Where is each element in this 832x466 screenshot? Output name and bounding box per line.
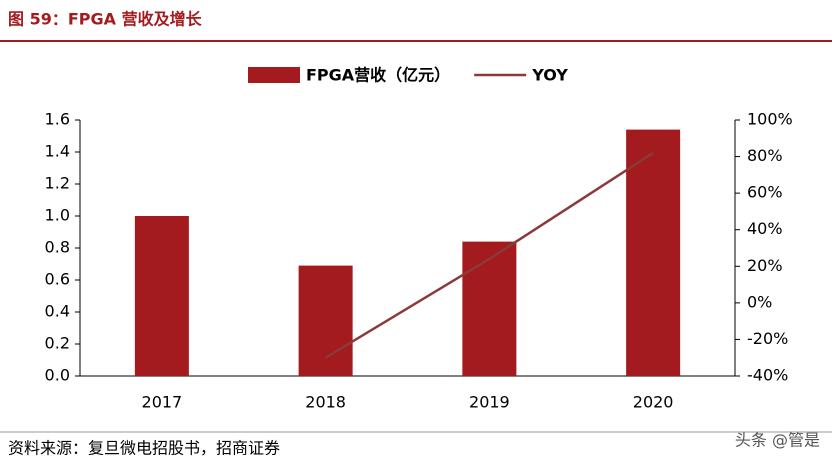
bar	[298, 265, 353, 376]
y-tick-label: 0.2	[45, 334, 70, 353]
y2-tick-label: 60%	[747, 183, 783, 202]
y-tick-label: 0.6	[45, 270, 70, 289]
legend-label: FPGA营收（亿元）	[306, 66, 450, 85]
legend-label: YOY	[531, 66, 568, 85]
y2-tick-label: 0%	[747, 292, 772, 311]
bar	[134, 216, 189, 376]
x-tick-label: 2018	[305, 393, 346, 412]
y-tick-label: 1.0	[45, 206, 70, 225]
x-tick-label: 2019	[469, 393, 510, 412]
y2-tick-label: -40%	[747, 366, 788, 385]
bar	[462, 241, 517, 376]
y-tick-label: 0.8	[45, 238, 70, 257]
y-tick-label: 1.4	[45, 142, 70, 161]
watermark: 头条 @管是	[735, 431, 820, 450]
y-tick-label: 1.2	[45, 174, 70, 193]
legend-swatch	[248, 67, 300, 83]
y-tick-label: 1.6	[45, 110, 70, 129]
bar	[626, 129, 681, 376]
x-tick-label: 2017	[142, 393, 183, 412]
source: 资料来源：复旦微电招股书，招商证券	[8, 439, 280, 458]
y2-tick-label: 80%	[747, 146, 783, 165]
y-tick-label: 0.4	[45, 302, 70, 321]
y2-tick-label: -20%	[747, 329, 788, 348]
y-tick-label: 0.0	[45, 366, 70, 385]
line	[324, 151, 654, 359]
y2-tick-label: 20%	[747, 256, 783, 275]
y2-tick-label: 100%	[747, 110, 793, 129]
y2-tick-label: 40%	[747, 219, 783, 238]
x-tick-label: 2020	[633, 393, 674, 412]
chart-title: 图 59：FPGA 营收及增长	[8, 10, 203, 29]
